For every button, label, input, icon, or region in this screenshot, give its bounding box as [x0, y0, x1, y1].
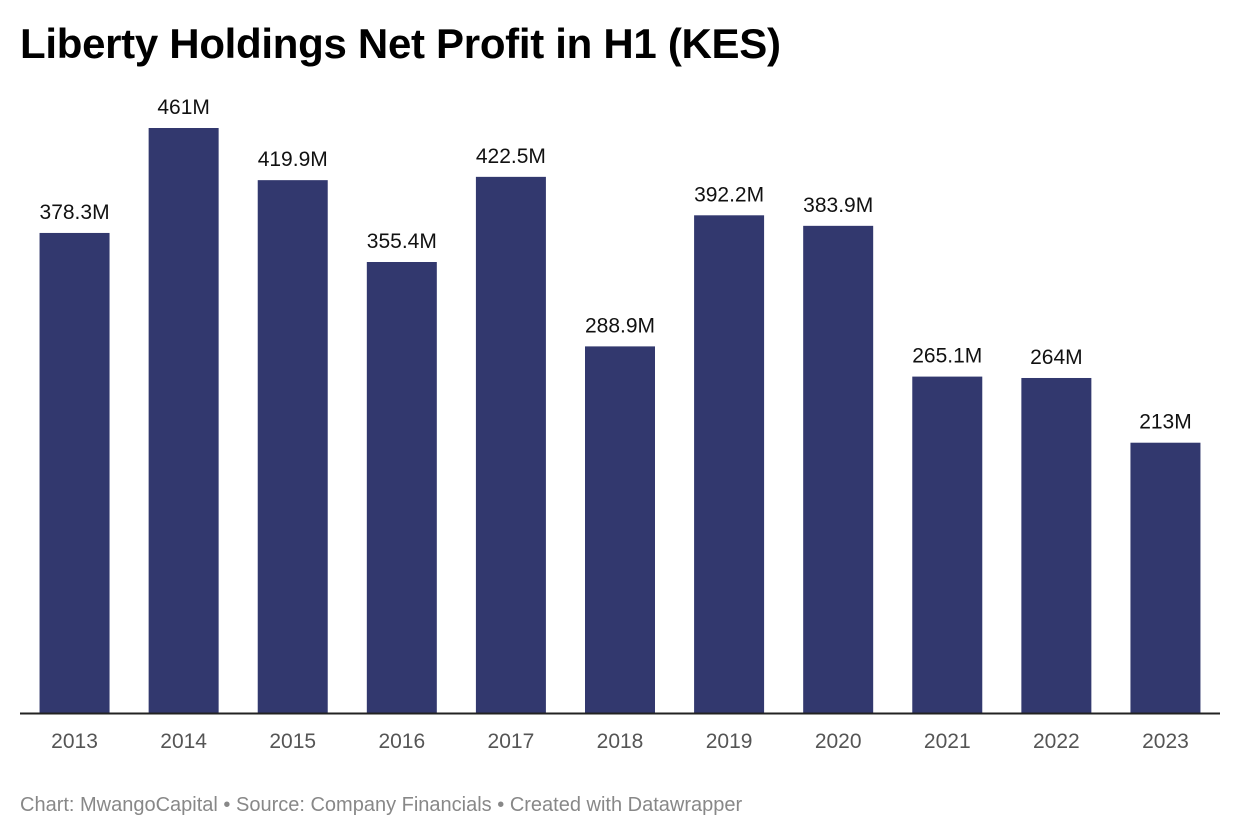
data-label-2016: 355.4M	[367, 230, 437, 253]
data-label-2022: 264M	[1030, 346, 1083, 369]
bar-2013	[39, 232, 110, 713]
bar-2020	[803, 225, 874, 714]
x-tick-2018: 2018	[597, 730, 644, 753]
bar-2021	[912, 376, 983, 713]
data-label-2013: 378.3M	[40, 201, 110, 224]
x-tick-2022: 2022	[1033, 730, 1080, 753]
bar-2022	[1021, 377, 1092, 713]
footer-separator-2: •	[491, 794, 510, 816]
chart-credit: Chart: MwangoCapital	[20, 794, 218, 816]
x-tick-2015: 2015	[269, 730, 316, 753]
bar-2018	[585, 346, 655, 713]
bar-2019	[694, 215, 765, 714]
data-label-2015: 419.9M	[258, 148, 328, 171]
data-label-2018: 288.9M	[585, 314, 655, 337]
bar-2014	[148, 128, 219, 713]
data-label-2020: 383.9M	[803, 194, 873, 217]
x-tick-2020: 2020	[815, 730, 862, 753]
x-tick-2013: 2013	[51, 730, 98, 753]
data-label-2021: 265.1M	[912, 345, 982, 368]
x-tick-2019: 2019	[706, 730, 753, 753]
x-tick-2023: 2023	[1142, 730, 1189, 753]
bar-2016	[366, 262, 437, 713]
bar-2015	[257, 180, 328, 713]
data-label-2019: 392.2M	[694, 183, 764, 206]
bar-2017	[475, 176, 546, 714]
chart-title: Liberty Holdings Net Profit in H1 (KES)	[20, 20, 781, 67]
x-tick-2017: 2017	[488, 730, 535, 753]
datawrapper-credit: Created with Datawrapper	[509, 794, 743, 816]
data-label-2014: 461M	[157, 96, 210, 119]
x-tick-2016: 2016	[378, 730, 425, 753]
chart-footer: Chart: MwangoCapital • Source: Company F…	[20, 794, 742, 817]
data-label-2023: 213M	[1139, 411, 1192, 434]
x-tick-2021: 2021	[924, 730, 971, 753]
data-label-2017: 422.5M	[476, 145, 546, 168]
footer-separator-1: •	[217, 794, 236, 816]
bar-2023	[1130, 442, 1201, 713]
source-credit: Source: Company Financials	[236, 794, 492, 816]
x-tick-2014: 2014	[160, 730, 207, 753]
